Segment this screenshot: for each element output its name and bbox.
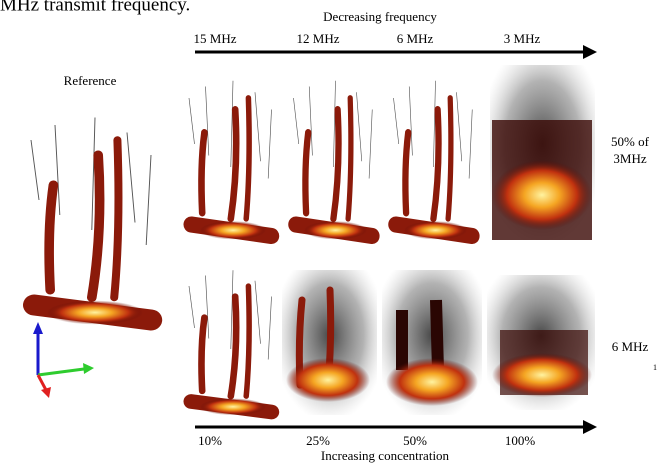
panel-image [490, 65, 595, 240]
top-arrowhead [583, 45, 597, 59]
panel-image [394, 81, 473, 240]
top-axis-title: Decreasing frequency [323, 9, 437, 24]
reference-image [31, 118, 151, 325]
panel-image [487, 275, 595, 410]
panel-image [189, 81, 272, 240]
axis-y [38, 375, 46, 390]
figure: MHz transmit frequency. Decreasing frequ… [0, 0, 664, 464]
axis-y-head [41, 387, 51, 398]
row-label: 50% of [611, 134, 650, 149]
row-label: 3MHz [613, 151, 646, 166]
top-label: 3 MHz [504, 31, 541, 46]
bottom-label: 100% [505, 433, 536, 448]
panel-image [382, 270, 482, 415]
top-label: 6 MHz [397, 31, 434, 46]
bottom-label: 25% [306, 433, 330, 448]
panel-image [189, 270, 272, 415]
reference-label: Reference [64, 73, 117, 88]
panel-image [294, 81, 373, 240]
row-label: 6 MHz [612, 339, 649, 354]
panel-image [282, 270, 377, 415]
bottom-label: 10% [198, 433, 222, 448]
page-number: 1 [653, 363, 657, 372]
axis-x [38, 369, 84, 375]
bottom-arrowhead [583, 420, 597, 434]
bottom-label: 50% [403, 433, 427, 448]
top-label: 15 MHz [194, 31, 237, 46]
caption-fragment: MHz transmit frequency. [0, 0, 190, 15]
top-label: 12 MHz [297, 31, 340, 46]
axis-z-head [33, 322, 43, 334]
axis-x-head [83, 363, 94, 374]
bottom-axis-title: Increasing concentration [321, 448, 450, 463]
